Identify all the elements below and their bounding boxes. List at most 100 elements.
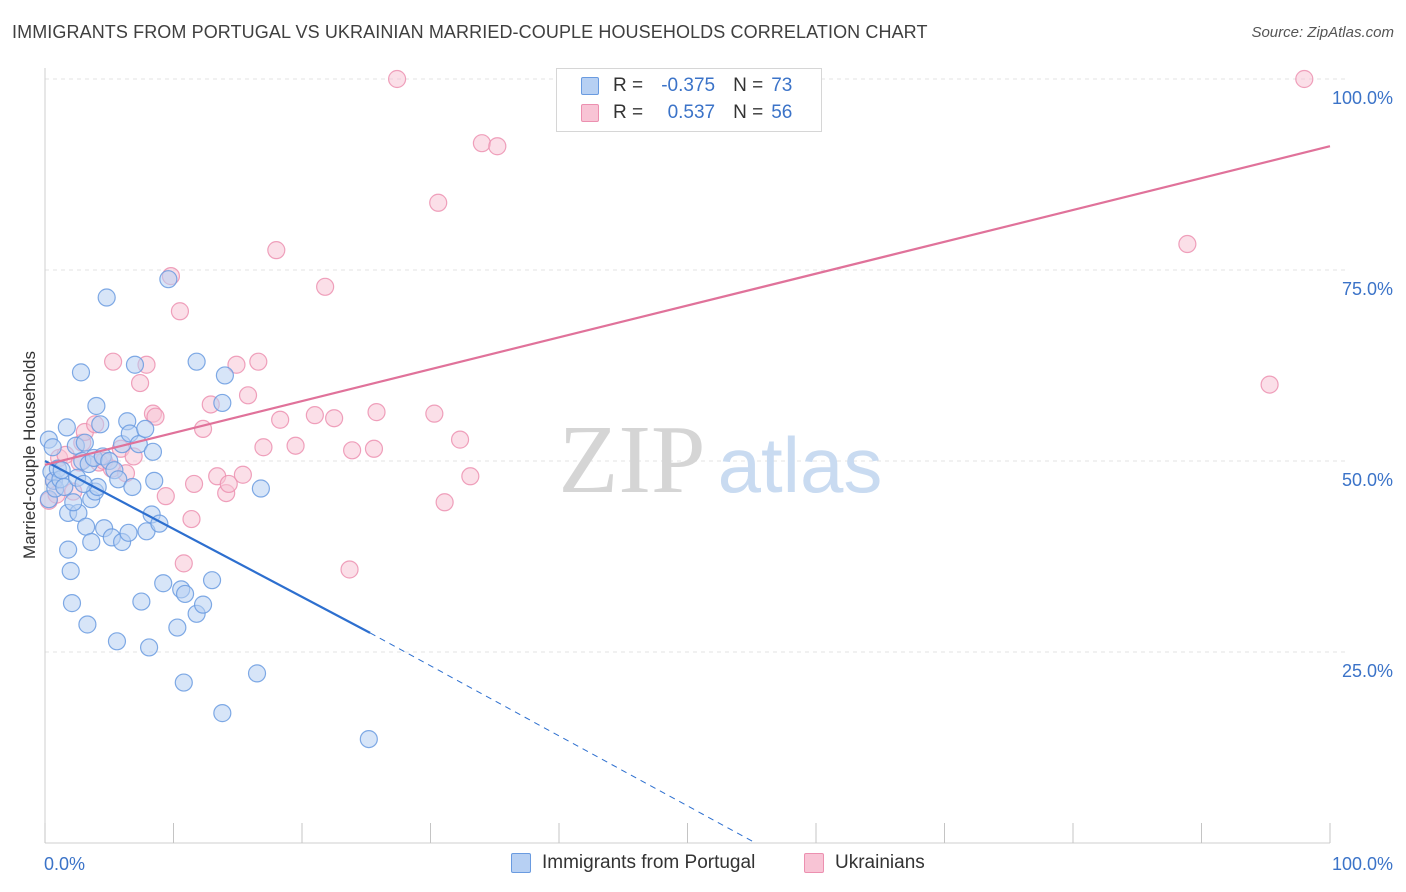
portugal-point [359, 729, 378, 749]
axis-layer [44, 68, 1331, 844]
ukrainians-point [219, 474, 238, 494]
legend-swatch-ukrainians [581, 104, 599, 122]
portugal-point [119, 523, 138, 542]
portugal-point [71, 363, 91, 382]
ukrainians-point [130, 373, 150, 393]
ukrainians-point [435, 493, 454, 512]
ukrainians-point [286, 436, 305, 455]
portugal-point [75, 433, 94, 452]
portugal-point [213, 704, 232, 723]
ukrainians-point [1295, 69, 1314, 89]
series-swatch-ukrainians [804, 853, 824, 873]
ukrainians-point [367, 403, 386, 422]
ukrainians-point [425, 404, 444, 423]
ukrainians-point [364, 439, 384, 458]
ukrainians-point [1260, 375, 1279, 394]
ukrainians-point [227, 355, 246, 374]
watermark: ZIP atlas [559, 406, 883, 514]
series-legend-label-portugal: Immigrants from Portugal [542, 852, 756, 873]
portugal-point [43, 438, 62, 457]
ukrainians-point [146, 407, 165, 426]
tick-labels: 25.0% 50.0% 75.0% 100.0% 0.0% 100.0% [44, 88, 1393, 874]
trendline-layer [44, 145, 1331, 844]
ukrainians-point [249, 352, 268, 371]
correlation-legend: R = -0.375 N = 73 R = 0.537 N = 56 [556, 68, 822, 132]
portugal-point [175, 584, 195, 604]
ukrainians-point [340, 560, 359, 579]
portugal-point [107, 632, 127, 651]
portugal-point [55, 477, 74, 497]
portugal-point [136, 419, 155, 439]
legend-n-value-ukrainians: 56 [771, 102, 793, 123]
portugal-point [57, 418, 76, 437]
chart-title: IMMIGRANTS FROM PORTUGAL VS UKRAINIAN MA… [12, 22, 928, 42]
portugal-point [78, 615, 97, 634]
y-tick-label: 100.0% [1332, 88, 1393, 108]
y-tick-label: 50.0% [1342, 470, 1393, 490]
portugal-point [59, 540, 78, 559]
ukrainians-point [429, 193, 448, 212]
ukrainians-point [174, 554, 193, 573]
portugal-point [61, 561, 80, 581]
portugal-trendline [44, 460, 371, 634]
x-tick-label: 100.0% [1332, 854, 1393, 874]
source-label: Source: ZipAtlas.com [1251, 24, 1394, 41]
legend-r-value-portugal: -0.375 [661, 75, 716, 96]
ukrainians-trendline [44, 145, 1331, 466]
series-legend: Immigrants from Portugal Ukrainians [0, 852, 1406, 876]
portugal-point [77, 517, 96, 536]
portugal-point [62, 594, 82, 613]
portugal-point [202, 571, 222, 590]
portugal-point [247, 664, 267, 683]
portugal-point [143, 442, 163, 461]
portugal-point [187, 352, 206, 371]
portugal-point [123, 477, 142, 497]
series-swatch-portugal [511, 853, 531, 873]
y-tick-label: 75.0% [1342, 279, 1393, 299]
ukrainians-point [193, 419, 213, 439]
ukrainians-point [343, 441, 362, 460]
series-legend-ukrainians[interactable]: Ukrainians [804, 852, 925, 874]
ukrainians-point [104, 352, 123, 371]
portugal-point [154, 574, 173, 593]
ukrainians-point [156, 487, 175, 506]
series-legend-portugal[interactable]: Immigrants from Portugal [511, 852, 755, 874]
series-legend-label-ukrainians: Ukrainians [835, 852, 925, 873]
legend-row-ukrainians: R = 0.537 N = 56 [581, 100, 792, 126]
ukrainians-point [184, 474, 204, 494]
portugal-point [215, 366, 234, 385]
legend-r-value-ukrainians: 0.537 [667, 102, 716, 123]
legend-n-value-portugal: 73 [771, 75, 793, 96]
portugal-point [251, 479, 270, 498]
legend-row-portugal: R = -0.375 N = 73 [581, 73, 792, 99]
ukrainians-point [182, 509, 201, 529]
ukrainians-point [305, 406, 324, 425]
ukrainians-point [271, 410, 290, 429]
portugal-point [145, 471, 164, 490]
x-tick-label: 0.0% [44, 854, 85, 874]
y-tick-label: 25.0% [1342, 661, 1393, 681]
legend-r-label: R = [613, 102, 644, 123]
portugal-point [139, 638, 159, 657]
ukrainians-point [238, 386, 258, 405]
y-axis-label: Married-couple Households [20, 351, 39, 559]
portugal-point [159, 270, 178, 289]
portugal-point [125, 355, 145, 374]
legend-n-label: N = [733, 102, 764, 123]
portugal-point [97, 288, 116, 307]
portugal-point [91, 415, 110, 434]
legend-n-label: N = [733, 75, 764, 96]
ukrainians-point [254, 438, 273, 457]
ukrainians-point [461, 467, 480, 486]
portugal-points [39, 270, 378, 749]
watermark-atlas: atlas [718, 421, 883, 509]
grid-layer [45, 78, 1345, 653]
ukrainians-point [316, 277, 335, 296]
portugal-trendline-extension [369, 632, 756, 844]
portugal-point [132, 592, 151, 611]
ukrainians-point [488, 137, 507, 156]
portugal-point [213, 393, 232, 413]
legend-swatch-portugal [581, 77, 599, 95]
ukrainians-point [450, 430, 470, 449]
